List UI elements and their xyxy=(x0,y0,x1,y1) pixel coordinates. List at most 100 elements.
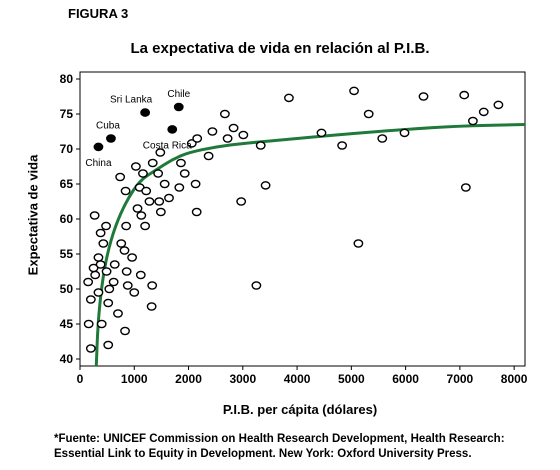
x-axis-label: P.I.B. per cápita (dólares) xyxy=(222,402,378,417)
y-tick-label: 65 xyxy=(60,177,74,191)
data-point xyxy=(90,270,101,280)
data-point xyxy=(238,130,249,140)
data-point xyxy=(478,107,489,117)
data-point xyxy=(337,141,348,150)
source-line-1: *Fuente: UNICEF Commission on Health Res… xyxy=(54,433,505,445)
data-point xyxy=(418,92,429,101)
data-point xyxy=(132,204,143,213)
data-point xyxy=(138,169,148,178)
data-point xyxy=(101,267,112,276)
highlight-point xyxy=(140,108,151,117)
data-point xyxy=(154,197,165,206)
data-point xyxy=(349,86,359,96)
data-point xyxy=(203,151,214,161)
x-tick-label: 5000 xyxy=(338,372,365,386)
data-point xyxy=(115,172,126,182)
data-point xyxy=(222,134,233,143)
highlight-label: Chile xyxy=(167,89,190,100)
highlight-label: Cuba xyxy=(96,121,120,132)
data-point xyxy=(122,281,133,290)
data-point xyxy=(101,221,111,231)
data-point xyxy=(121,221,132,231)
data-point xyxy=(164,193,174,203)
data-point xyxy=(353,239,364,248)
data-point xyxy=(121,267,132,276)
data-point xyxy=(116,239,127,248)
data-point xyxy=(316,128,327,138)
x-tick-label: 4000 xyxy=(284,372,311,386)
x-tick-label: 3000 xyxy=(229,372,256,386)
data-point xyxy=(459,90,470,100)
trend-line xyxy=(94,123,526,367)
y-tick-label: 55 xyxy=(60,247,74,261)
y-tick-label: 45 xyxy=(60,317,74,331)
data-point xyxy=(159,179,170,189)
data-point xyxy=(108,277,119,287)
data-point xyxy=(284,93,294,103)
data-point xyxy=(468,116,478,126)
data-point xyxy=(96,319,107,329)
x-tick-label: 7000 xyxy=(447,372,474,386)
data-point xyxy=(228,123,239,133)
data-point xyxy=(85,344,96,353)
data-point xyxy=(89,211,100,220)
data-point xyxy=(127,253,137,262)
data-point xyxy=(104,284,115,294)
data-point xyxy=(146,302,157,311)
data-point xyxy=(377,134,388,143)
data-point xyxy=(191,207,202,217)
data-point xyxy=(109,260,120,269)
x-tick-label: 1000 xyxy=(121,372,148,386)
highlight-label: Costa Rica xyxy=(143,140,192,151)
data-point xyxy=(190,179,201,189)
data-point xyxy=(219,109,230,119)
data-point xyxy=(192,134,203,143)
data-point xyxy=(147,158,158,168)
data-point xyxy=(255,141,266,150)
data-point xyxy=(120,186,131,196)
x-tick-label: 8000 xyxy=(501,372,528,386)
y-tick-label: 70 xyxy=(60,142,74,156)
data-point xyxy=(155,148,166,157)
source-line-2: Essential Link to Equity in Development.… xyxy=(54,448,472,460)
data-point xyxy=(119,246,130,255)
y-tick-label: 60 xyxy=(60,212,74,226)
data-point xyxy=(129,288,140,297)
highlight-point xyxy=(173,102,184,112)
data-point xyxy=(83,277,94,287)
highlight-label: Sri Lanka xyxy=(110,95,153,106)
data-point xyxy=(136,211,147,220)
data-point xyxy=(155,207,166,217)
data-point xyxy=(493,100,504,110)
data-point xyxy=(113,309,123,318)
data-point xyxy=(153,169,164,178)
data-point xyxy=(103,340,114,350)
data-point xyxy=(363,109,374,119)
source-note: *Fuente: UNICEF Commission on Health Res… xyxy=(54,432,554,462)
data-point xyxy=(399,128,410,138)
highlight-point xyxy=(93,142,104,152)
data-point xyxy=(460,183,471,192)
data-point xyxy=(236,197,247,206)
highlight-label: China xyxy=(85,158,112,169)
figure-label: FIGURA 3 xyxy=(68,6,129,21)
x-tick-label: 2000 xyxy=(175,372,202,386)
data-point xyxy=(93,253,104,262)
data-point xyxy=(174,183,185,192)
data-point xyxy=(141,186,152,196)
data-point xyxy=(85,295,96,304)
chart-title: La expectativa de vida en relación al P.… xyxy=(130,40,430,57)
data-point xyxy=(176,158,186,168)
data-point xyxy=(179,169,190,178)
y-tick-label: 50 xyxy=(60,282,74,296)
data-point xyxy=(83,319,94,329)
data-point xyxy=(98,239,109,248)
data-point xyxy=(144,197,155,206)
data-point xyxy=(140,221,151,231)
highlight-point xyxy=(106,134,116,143)
x-tick-label: 0 xyxy=(77,372,84,386)
x-tick-label: 6000 xyxy=(392,372,419,386)
data-point xyxy=(93,288,104,297)
data-point xyxy=(251,281,262,290)
